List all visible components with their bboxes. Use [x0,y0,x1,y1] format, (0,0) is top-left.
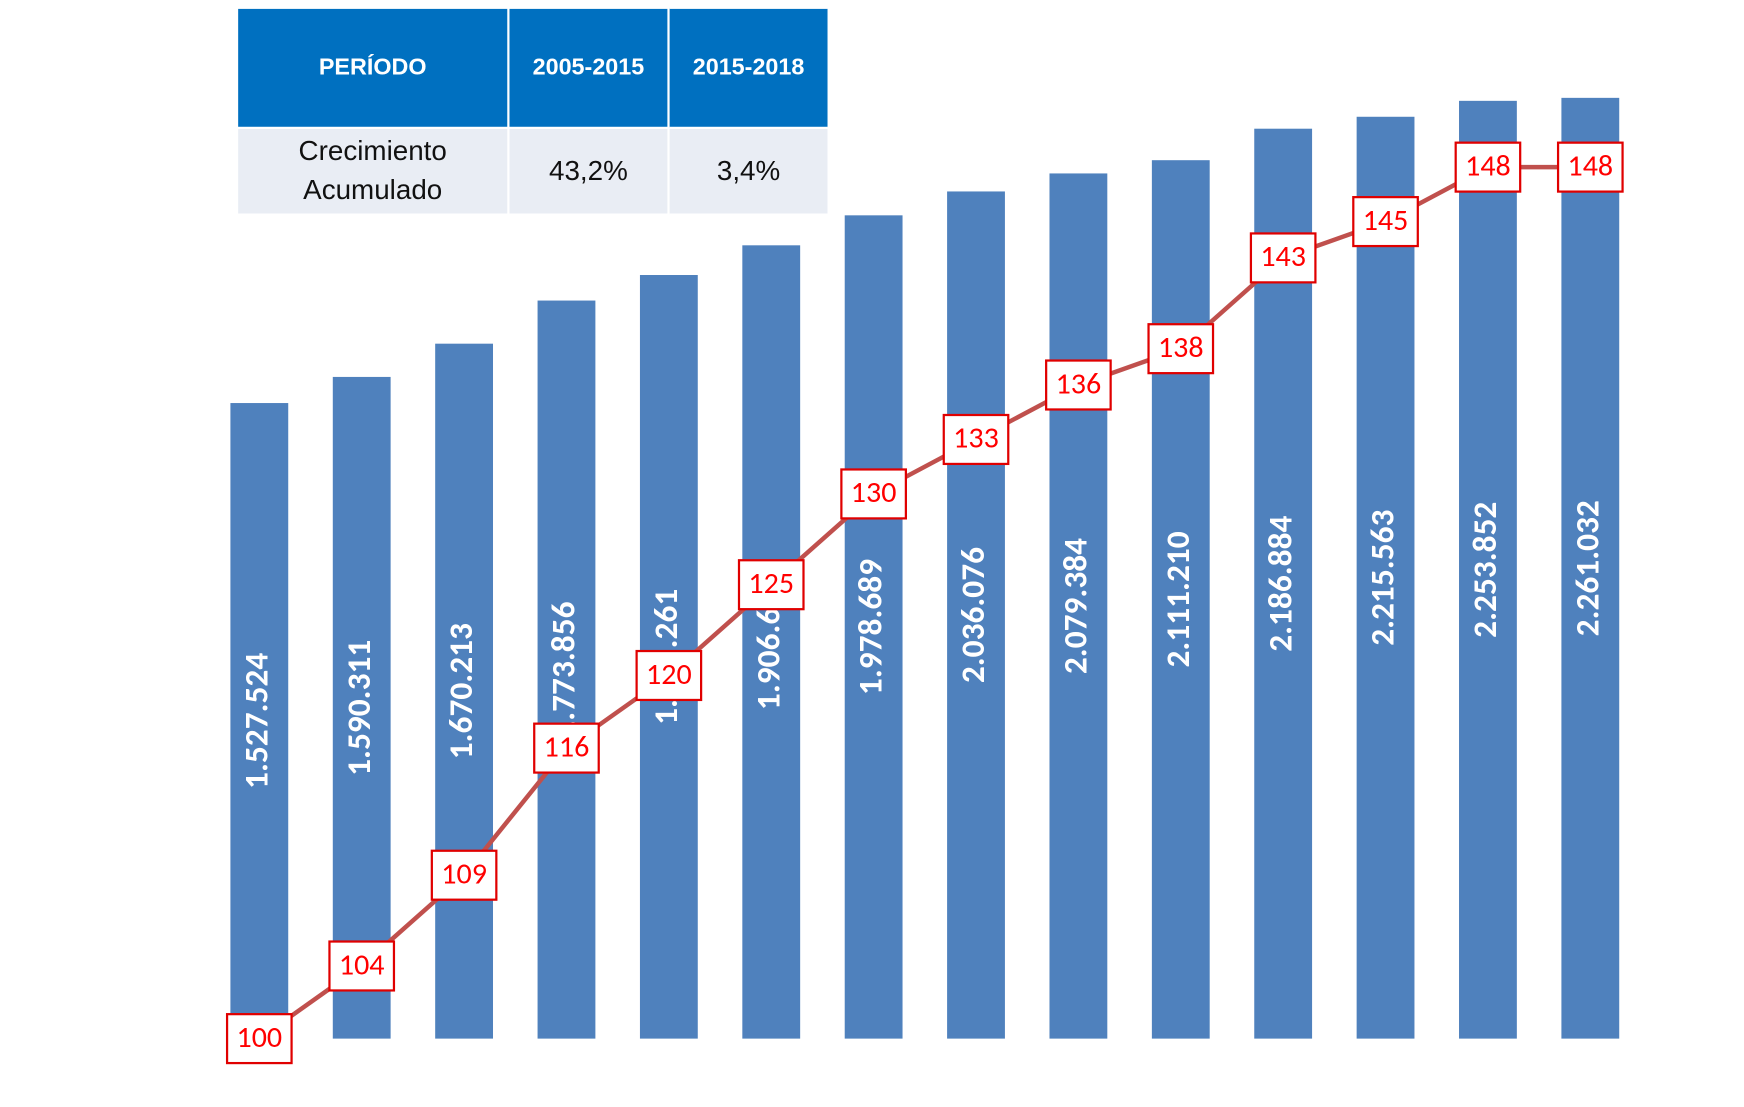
line-value-label: 148 [1465,147,1511,184]
bar-value-label: 2.186.884 [1259,515,1300,651]
line-value-label: 109 [441,855,487,892]
bar [435,343,494,1039]
line-value-label: 138 [1158,329,1204,366]
bar-value-label: 2.261.032 [1566,500,1607,636]
summary-table: PERÍODO 2005-2015 2015-2018 Crecimiento … [235,6,828,216]
bar-value-label: 2.253.852 [1464,502,1505,638]
bar-value-label: 2.036.076 [952,547,993,683]
line-label-box [430,849,498,901]
bar-value-label: 1.527.524 [235,653,276,789]
line-label-box [840,468,907,520]
table-header: PERÍODO [235,6,510,129]
line-value-label: 125 [748,565,794,602]
bar-value-label: 1.978.689 [850,559,891,695]
line-value-label: 100 [237,1019,283,1056]
line-label-box [1045,359,1112,411]
line-value-label: 133 [953,420,999,457]
line-label-box [1556,141,1624,193]
bar-value-label: 2.079.384 [1054,538,1095,674]
line-label-box [533,722,600,774]
table-cell: 3,4% [667,126,828,216]
line-value-label: 143 [1260,238,1306,275]
line-value-label: 148 [1567,147,1613,184]
line-label-box [1249,232,1317,284]
bar-value-label: 1.590.311 [338,640,379,776]
line-label-box [328,940,396,992]
line-label-box [1352,196,1419,248]
line-value-label: 130 [851,474,897,511]
bar [742,245,801,1039]
bar [1459,100,1517,1039]
bar [947,191,1005,1039]
table-header: 2015-2018 [667,6,828,129]
bar [1049,173,1108,1039]
table-cell: Crecimiento Acumulado [235,126,510,216]
table-header: 2005-2015 [507,6,670,129]
line-label-box [1147,323,1215,375]
line-value-label: 145 [1363,202,1409,239]
line-value-label: 120 [646,656,692,693]
bar [332,376,391,1039]
bar-value-label: 1.670.213 [440,623,481,759]
line-label-box [225,1013,293,1065]
line-label-box [737,559,805,611]
line-value-label: 116 [544,728,590,765]
line-label-box [1454,141,1522,193]
line-label-box [635,649,703,702]
bar-value-label: 2.215.563 [1362,510,1403,646]
line-value-label: 104 [339,946,385,983]
bar [844,215,903,1039]
table-cell: 43,2% [507,126,670,216]
bar-value-label: 2.111.210 [1157,531,1198,667]
bar [230,403,289,1039]
summary-table-box: PERÍODO 2005-2015 2015-2018 Crecimiento … [235,6,828,216]
bar [537,300,596,1039]
line-label-box [942,413,1010,466]
line-value-label: 136 [1056,365,1102,402]
bar [1151,160,1210,1039]
bar-value-label: 1.773.856 [543,601,584,737]
bar [1561,97,1620,1039]
bar [1356,116,1415,1039]
